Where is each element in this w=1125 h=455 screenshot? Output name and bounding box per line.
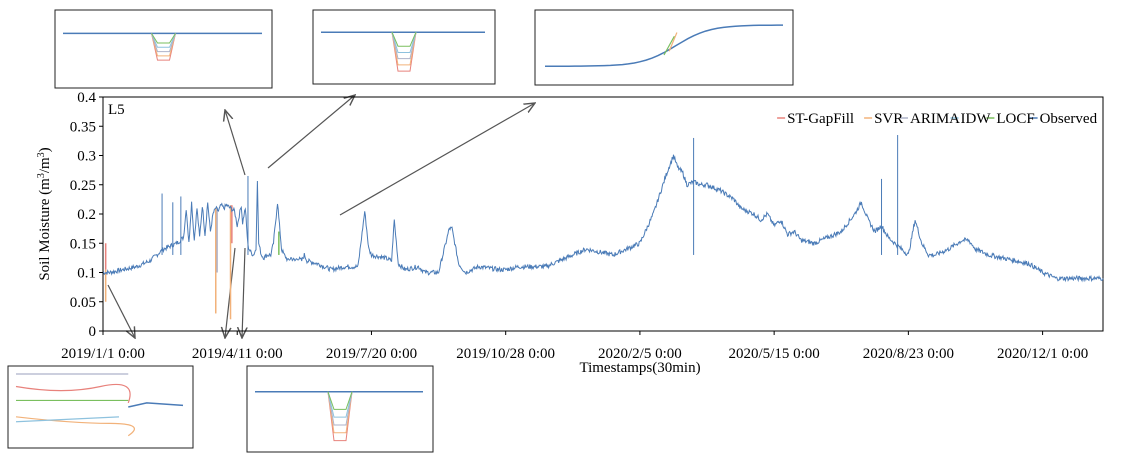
- y-axis-title-mid: /m: [37, 157, 53, 173]
- x-tick-label: 2020/5/15 0:00: [729, 346, 820, 362]
- legend-label: LOCF: [996, 111, 1034, 127]
- inset-series: [327, 391, 353, 442]
- inset-series: [668, 32, 678, 52]
- x-axis-title: Timestamps(30min): [579, 360, 700, 376]
- y-tick-label: 0.15: [70, 236, 96, 252]
- y-tick-label: 0.4: [77, 90, 96, 106]
- inset-series: [128, 402, 184, 408]
- x-tick-label: 2020/8/23 0:00: [863, 346, 954, 362]
- x-tick-label: 2020/2/5 0:00: [598, 346, 682, 362]
- inset-series: [545, 24, 783, 67]
- x-tick-label: 2019/1/1 0:00: [61, 346, 145, 362]
- inset-3-frame: [534, 9, 794, 86]
- inset-boxes: [7, 9, 794, 453]
- zoom-arrow: [107, 284, 135, 338]
- x-tick-label: 2019/10/28 0:00: [456, 346, 555, 362]
- inset-series: [15, 416, 120, 423]
- inset-series: [391, 32, 417, 72]
- legend-label: SVR: [874, 111, 903, 127]
- zoom-arrow: [267, 95, 355, 169]
- inset-series: [391, 32, 417, 47]
- inset-series: [151, 33, 176, 61]
- zoom-arrow: [225, 110, 246, 176]
- series-observed-line: [102, 154, 1104, 283]
- y-tick-label: 0.1: [77, 266, 96, 282]
- y-tick-label: 0.05: [70, 295, 96, 311]
- x-axis: 2019/1/1 0:00 2019/4/11 0:00 2019/7/20 0:0…: [61, 331, 1088, 362]
- inset-series: [151, 33, 176, 44]
- inset-series: [15, 383, 131, 404]
- legend-label: IDW: [961, 111, 992, 127]
- x-tick-label: 2019/7/20 0:00: [326, 346, 417, 362]
- legend-label: ST-GapFill: [787, 111, 854, 127]
- inset-series: [327, 391, 353, 418]
- y-tick-label: 0: [89, 324, 97, 340]
- inset-series: [151, 33, 176, 53]
- series-layer: [102, 135, 1104, 283]
- y-tick-label: 0.35: [70, 119, 96, 135]
- zoom-arrow: [339, 103, 535, 216]
- zoom-arrows: [107, 95, 535, 338]
- inset-series: [151, 33, 176, 57]
- y-tick-label: 0.2: [77, 207, 96, 223]
- inset-series: [151, 33, 176, 48]
- inset-series: [327, 391, 353, 410]
- x-tick-label: 2019/4/11 0:00: [192, 346, 283, 362]
- plot-area: L5: [102, 96, 1104, 332]
- y-axis-title-end: ): [37, 147, 53, 152]
- inset-series: [391, 32, 417, 60]
- inset-series: [327, 391, 353, 426]
- y-tick-label: 0.25: [70, 178, 96, 194]
- y-tick-label: 0.3: [77, 149, 96, 165]
- inset-2-frame: [312, 9, 496, 85]
- legend-label: ARIMA: [910, 111, 960, 127]
- zoom-arrow: [242, 247, 245, 338]
- y-axis-title: Soil Moisture (m3/m3): [36, 147, 54, 280]
- y-axis: 0 0.05 0.1 0.15 0.2 0.25 0.3 0.35 0.4: [70, 90, 103, 340]
- gap-drops: [104, 205, 280, 320]
- inset-series: [391, 32, 417, 53]
- inset-series: [327, 391, 353, 434]
- x-tick-label: 2020/12/1 0:00: [997, 346, 1088, 362]
- panel-label: L5: [108, 102, 125, 118]
- y-axis-title-main: Soil Moisture (m: [37, 178, 53, 281]
- inset-series: [663, 35, 675, 56]
- y-axis-title-sup1: 3: [36, 173, 47, 178]
- inset-4-frame: [7, 365, 194, 449]
- inset-series: [391, 32, 417, 66]
- legend-label: Observed: [1040, 111, 1098, 127]
- y-axis-title-sup2: 3: [36, 152, 47, 157]
- plot-frame: [102, 96, 1104, 332]
- inset-1-frame: [54, 9, 273, 89]
